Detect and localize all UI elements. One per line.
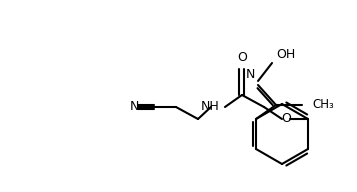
Text: N: N xyxy=(246,68,255,81)
Text: N: N xyxy=(129,100,139,113)
Text: NH: NH xyxy=(201,100,220,113)
Text: OH: OH xyxy=(276,48,295,61)
Text: O: O xyxy=(237,51,247,64)
Text: O: O xyxy=(281,113,291,126)
Text: CH₃: CH₃ xyxy=(312,98,334,112)
